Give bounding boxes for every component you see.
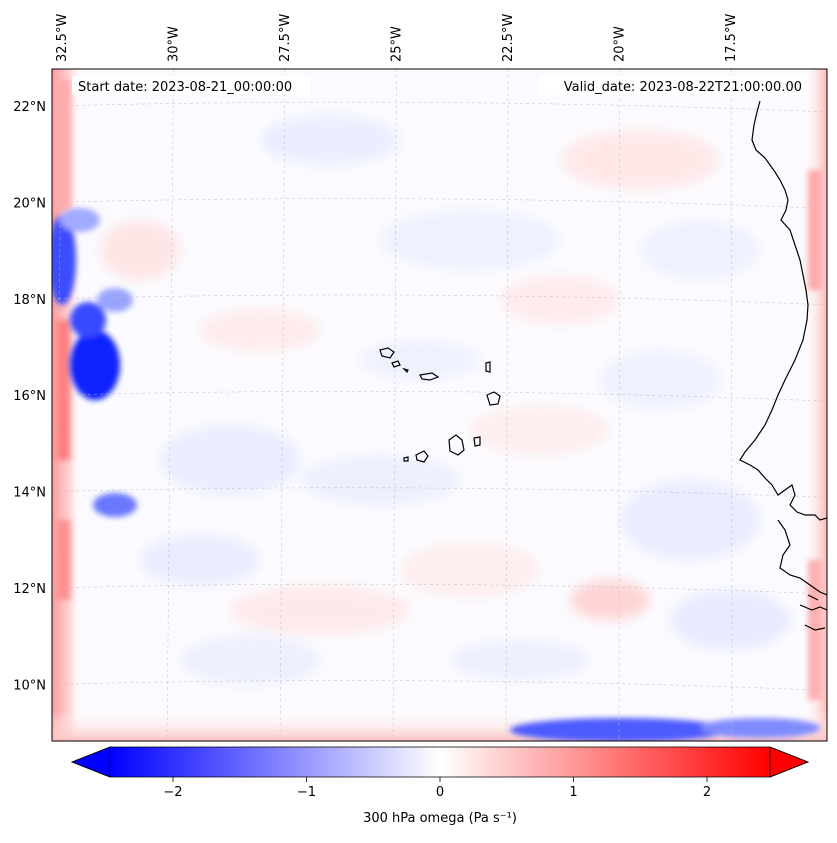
lon-label: 27.5°W xyxy=(278,14,293,62)
lat-label: 18°N xyxy=(13,293,46,308)
lon-label: 25°W xyxy=(390,26,405,62)
lat-label: 12°N xyxy=(13,582,46,597)
colorbar-ticks: −2 −1 0 1 2 xyxy=(163,777,711,800)
gridline-lon xyxy=(618,69,620,741)
gridline-lat xyxy=(52,101,827,113)
lat-label: 14°N xyxy=(13,486,46,501)
gridline-lat xyxy=(52,680,827,691)
gridline-lon xyxy=(279,69,286,741)
colorbar-gradient xyxy=(110,747,770,777)
colorbar-tick-label: −2 xyxy=(163,785,182,800)
colorbar-extend-max xyxy=(769,746,810,778)
colorbar-label: 300 hPa omega (Pa s⁻¹) xyxy=(363,811,517,826)
gridline-lat xyxy=(52,198,827,209)
colorbar-tick-label: 2 xyxy=(703,785,711,800)
longitude-labels: 32.5°W 30°W 27.5°W 25°W 22.5°W 20°W 17.5°W xyxy=(55,14,739,62)
colorbar-extend-min xyxy=(70,746,111,778)
gridline-lon xyxy=(166,69,174,741)
map-gridlines xyxy=(52,69,827,741)
gridline-lat xyxy=(52,391,827,402)
lat-label: 10°N xyxy=(13,678,46,693)
gridline-lon xyxy=(392,69,397,741)
valid-date-box xyxy=(540,76,808,95)
colorbar: −2 −1 0 1 2 300 hPa omega (Pa s⁻¹) xyxy=(70,746,810,826)
start-date-text: Start date: 2023-08-21_00:00:00 xyxy=(78,80,292,95)
gridline-lon xyxy=(730,69,733,741)
coastline xyxy=(379,100,827,631)
latitude-labels: 22°N 20°N 18°N 16°N 14°N 12°N 10°N xyxy=(13,100,46,693)
colorbar-tick-label: −1 xyxy=(297,785,316,800)
colorbar-tick-label: 0 xyxy=(436,785,444,800)
colorbar-tick-label: 1 xyxy=(569,785,577,800)
gridline-lon xyxy=(505,69,509,741)
gridline-lat xyxy=(52,583,827,595)
gridline-lat xyxy=(52,487,827,498)
lon-label: 32.5°W xyxy=(55,14,70,62)
start-date-box xyxy=(72,76,310,95)
lon-label: 22.5°W xyxy=(501,14,516,62)
lat-label: 16°N xyxy=(13,389,46,404)
gridline-lon xyxy=(53,69,63,741)
omega-field xyxy=(52,69,827,741)
lat-label: 20°N xyxy=(13,196,46,211)
lon-label: 20°W xyxy=(613,26,628,62)
lat-label: 22°N xyxy=(13,100,46,115)
map-frame xyxy=(51,68,828,742)
valid-date-text: Valid_date: 2023-08-22T21:00:00.00 xyxy=(564,80,802,95)
colorbar-outline xyxy=(70,746,810,778)
lon-label: 17.5°W xyxy=(724,14,739,62)
lon-label: 30°W xyxy=(167,26,182,62)
gridline-lat xyxy=(52,294,827,306)
